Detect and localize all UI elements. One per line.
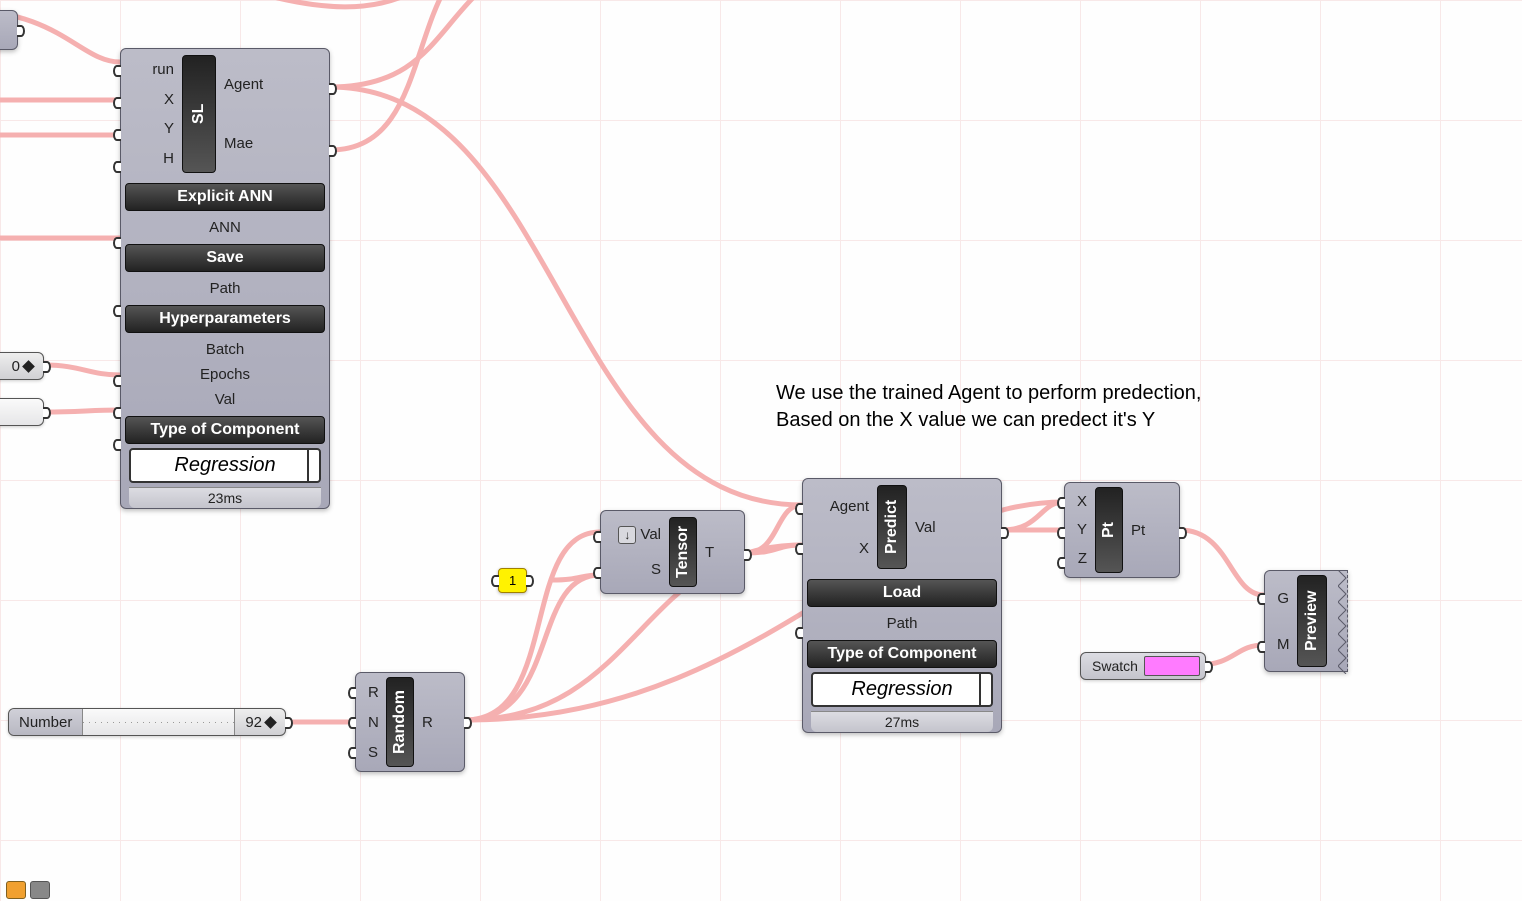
predict-section-load[interactable]: Load bbox=[807, 579, 997, 607]
toolbar-icon-2[interactable] bbox=[30, 881, 50, 899]
predict-in-agent[interactable]: Agent bbox=[809, 495, 877, 518]
value-panel-text: 1 bbox=[509, 573, 516, 588]
number-slider-track[interactable] bbox=[83, 709, 234, 735]
sl-out-agent[interactable]: Agent bbox=[216, 73, 323, 96]
pt-in-z[interactable]: Z bbox=[1069, 547, 1095, 570]
predict-name: Predict bbox=[877, 485, 907, 569]
slider-small-2[interactable] bbox=[0, 398, 44, 426]
slider-small-value: 0 bbox=[12, 358, 20, 375]
random-name: Random bbox=[386, 677, 414, 767]
random-in-n[interactable]: N bbox=[360, 711, 386, 734]
pt-component[interactable]: X Y Z Pt Pt bbox=[1064, 482, 1180, 578]
pt-out-pt[interactable]: Pt bbox=[1123, 519, 1175, 542]
sl-type-value-text: Regression bbox=[174, 454, 275, 477]
tensor-in-val-label: Val bbox=[640, 526, 661, 543]
number-slider-value: 92 bbox=[234, 709, 285, 735]
sl-in-h[interactable]: H bbox=[127, 147, 182, 170]
slider-small-1[interactable]: 0 bbox=[0, 352, 44, 380]
sl-param-epochs[interactable]: Epochs bbox=[121, 362, 329, 387]
preview-in-g[interactable]: G bbox=[1269, 587, 1297, 610]
predict-in-x[interactable]: X bbox=[809, 537, 877, 560]
sl-in-run[interactable]: run bbox=[127, 58, 182, 81]
predict-param-path[interactable]: Path bbox=[803, 611, 1001, 636]
number-slider-label: Number bbox=[9, 709, 83, 735]
pt-in-y[interactable]: Y bbox=[1069, 518, 1095, 541]
random-component[interactable]: R N S Random R bbox=[355, 672, 465, 772]
number-slider-value-text: 92 bbox=[245, 714, 262, 731]
sl-in-y[interactable]: Y bbox=[127, 117, 182, 140]
sl-param-val[interactable]: Val bbox=[121, 387, 329, 412]
sl-out-mae[interactable]: Mae bbox=[216, 132, 323, 155]
toolbar-icon-1[interactable] bbox=[6, 881, 26, 899]
predict-type-value[interactable]: Regression bbox=[811, 672, 993, 707]
sl-param-path[interactable]: Path bbox=[121, 276, 329, 301]
tensor-name: Tensor bbox=[669, 517, 697, 587]
preview-in-m[interactable]: M bbox=[1269, 633, 1297, 656]
tensor-component[interactable]: ↓ Val S Tensor T bbox=[600, 510, 745, 594]
sl-section-save[interactable]: Save bbox=[125, 244, 325, 272]
sl-name: SL bbox=[182, 55, 216, 173]
sl-param-batch[interactable]: Batch bbox=[121, 337, 329, 362]
sl-section-explicit-ann[interactable]: Explicit ANN bbox=[125, 183, 325, 211]
predict-out-val[interactable]: Val bbox=[907, 516, 995, 539]
sl-param-ann[interactable]: ANN bbox=[121, 215, 329, 240]
predict-component[interactable]: Agent X Predict Val Load Path Type of Co… bbox=[802, 478, 1002, 733]
annotation-text: We use the trained Agent to perform pred… bbox=[776, 380, 1201, 434]
offscreen-node[interactable] bbox=[0, 10, 18, 50]
bottom-toolbar bbox=[6, 881, 50, 899]
swatch-component[interactable]: Swatch bbox=[1080, 652, 1206, 680]
sl-component[interactable]: run X Y H SL Agent Mae Explicit ANN ANN … bbox=[120, 48, 330, 509]
down-arrow-icon: ↓ bbox=[618, 526, 636, 544]
predict-section-type[interactable]: Type of Component bbox=[807, 640, 997, 668]
swatch-label: Swatch bbox=[1086, 658, 1144, 674]
canvas[interactable]: run X Y H SL Agent Mae Explicit ANN ANN … bbox=[0, 0, 1522, 901]
sl-in-x[interactable]: X bbox=[127, 88, 182, 111]
preview-name: Preview bbox=[1297, 575, 1327, 667]
sl-section-type[interactable]: Type of Component bbox=[125, 416, 325, 444]
tensor-in-s[interactable]: S bbox=[607, 558, 669, 581]
random-in-s[interactable]: S bbox=[360, 741, 386, 764]
sl-section-hyper[interactable]: Hyperparameters bbox=[125, 305, 325, 333]
jagged-edge-icon bbox=[1338, 570, 1348, 674]
tensor-in-val[interactable]: ↓ Val bbox=[607, 523, 669, 547]
value-panel[interactable]: 1 bbox=[498, 568, 527, 593]
preview-component[interactable]: G M Preview bbox=[1264, 570, 1348, 672]
annotation-line2: Based on the X value we can predect it's… bbox=[776, 407, 1201, 434]
number-slider[interactable]: Number 92 bbox=[8, 708, 286, 736]
random-out-r[interactable]: R bbox=[414, 711, 460, 734]
tensor-out-t[interactable]: T bbox=[697, 541, 738, 564]
random-in-r[interactable]: R bbox=[360, 681, 386, 704]
sl-type-value[interactable]: Regression bbox=[129, 448, 321, 483]
pt-name: Pt bbox=[1095, 487, 1123, 573]
swatch-color[interactable] bbox=[1144, 656, 1200, 676]
predict-timer: 27ms bbox=[811, 711, 993, 732]
pt-in-x[interactable]: X bbox=[1069, 490, 1095, 513]
sl-timer: 23ms bbox=[129, 487, 321, 508]
predict-type-value-text: Regression bbox=[851, 678, 952, 701]
annotation-line1: We use the trained Agent to perform pred… bbox=[776, 380, 1201, 407]
